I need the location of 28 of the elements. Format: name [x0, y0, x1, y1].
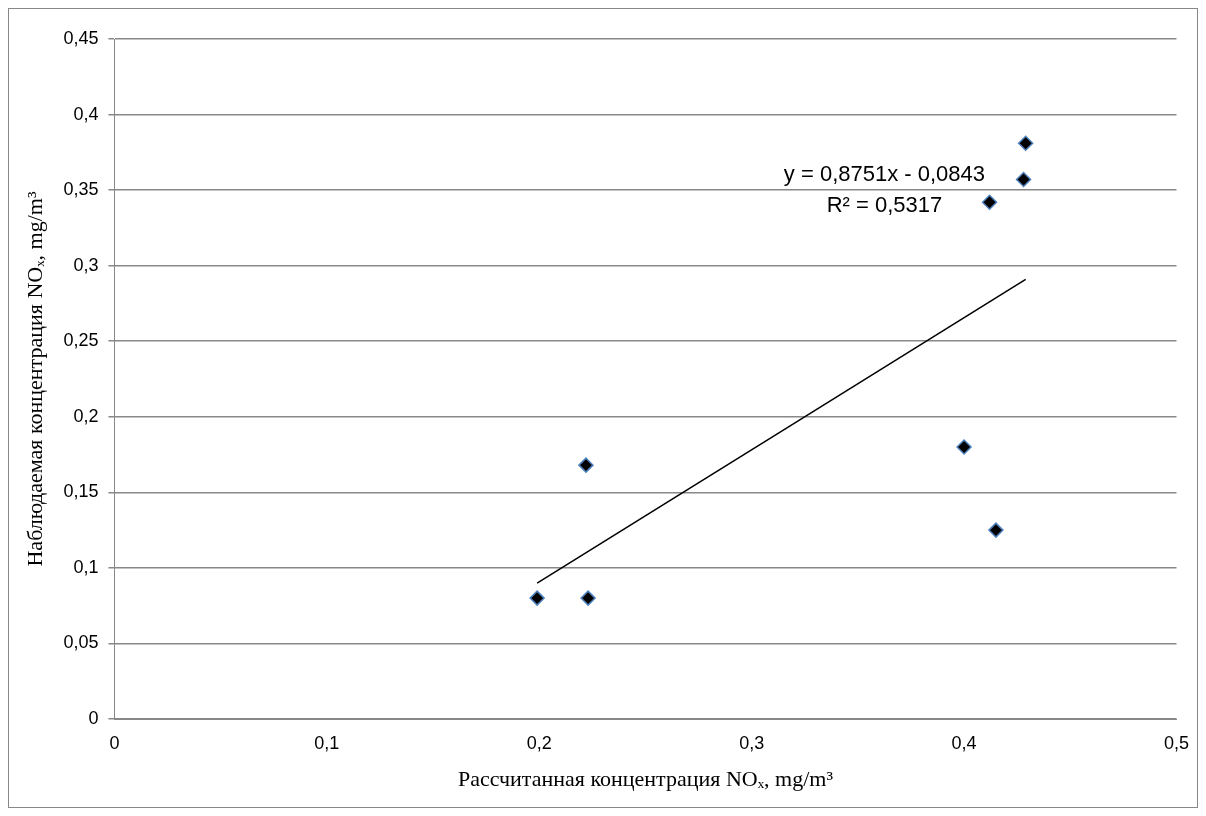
y-tick-label: 0,35: [63, 179, 99, 200]
x-tick-label: 0,2: [526, 732, 552, 753]
point: [1017, 135, 1034, 152]
y-tick-label: 0,25: [63, 330, 99, 351]
x-tick-label: 0: [109, 732, 120, 753]
point: [956, 439, 972, 455]
x-tick-label: 0,3: [739, 732, 765, 753]
y-tick-label: 0: [88, 707, 99, 728]
point: [578, 457, 594, 473]
y-tick-label: 0,15: [63, 481, 99, 502]
point: [981, 194, 998, 210]
point: [1015, 171, 1032, 188]
x-tick-label: 0,5: [1163, 732, 1189, 753]
y-tick-label: 0,2: [73, 405, 99, 426]
point: [988, 522, 1004, 538]
x-tick-label: 0,1: [314, 732, 340, 753]
y-tick-label: 0,4: [73, 103, 99, 124]
point: [580, 590, 596, 606]
y-axis-title: Наблюдаемая концентрация NOₓ, mg/m³: [21, 191, 47, 567]
y-tick-label: 0,45: [63, 27, 99, 48]
x-tick-label: 0,4: [951, 732, 977, 753]
y-tick-label: 0,05: [63, 632, 99, 653]
point: [529, 590, 545, 606]
annotation: R² = 0,5317: [826, 192, 943, 218]
x-axis-title: Рассчитанная концентрация NOₓ, mg/m³: [457, 765, 834, 791]
y-tick-label: 0,1: [73, 556, 99, 577]
y-tick-label: 0,3: [73, 254, 99, 275]
annotation: y = 0,8751x - 0,0843: [783, 161, 986, 187]
